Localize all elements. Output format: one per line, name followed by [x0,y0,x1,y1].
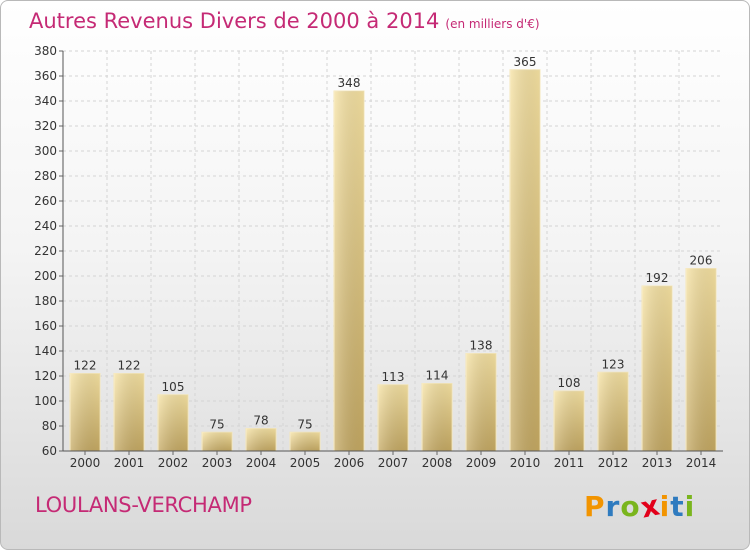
proxiti-logo[interactable]: Proxiti [584,488,696,524]
x-tick-label: 2005 [290,456,321,470]
bar-2000[interactable] [69,373,101,452]
bar-2008[interactable] [421,383,453,452]
value-label: 75 [297,417,312,431]
value-label: 113 [382,370,405,384]
y-tick-label: 160 [34,319,57,333]
bar-2010[interactable] [509,69,541,452]
bar-2006[interactable] [333,90,365,452]
value-label: 365 [514,55,537,69]
bar-shade [466,353,496,451]
logo-letter: P [584,490,606,523]
chart-title: Autres Revenus Divers de 2000 à 2014 (en … [29,9,540,33]
bar-2004[interactable] [245,428,277,452]
x-tick-label: 2006 [334,456,365,470]
bar-shade [158,394,188,451]
value-label: 75 [209,417,224,431]
value-label: 122 [118,359,141,373]
bar-shade [334,91,364,451]
x-tick-label: 2003 [202,456,233,470]
x-tick-label: 2011 [554,456,585,470]
x-tick-label: 2009 [466,456,497,470]
y-tick-label: 100 [34,394,57,408]
logo-letter: r [605,490,621,523]
x-tick-label: 2002 [158,456,189,470]
bar-2003[interactable] [201,431,233,452]
chart-title-text: Autres Revenus Divers de 2000 à 2014 [29,9,440,33]
y-tick-label: 340 [34,94,57,108]
y-tick-label: 140 [34,344,57,358]
bar-shade [642,286,672,451]
label-layer: 122 2000 122 2001 105 2002 75 2003 78 2004 75 2005 3… [70,55,717,470]
bar-2009[interactable] [465,353,497,452]
y-tick-label: 360 [34,69,57,83]
y-tick-label: 380 [34,44,57,58]
y-tick-label: 220 [34,244,57,258]
bar-2012[interactable] [597,371,629,452]
bar-2002[interactable] [157,394,189,452]
bar-shade [686,268,716,451]
y-tick-label: 300 [34,144,57,158]
value-label: 192 [646,271,669,285]
value-label: 114 [426,369,449,383]
bar-shade [202,432,232,451]
bar-shade [422,383,452,451]
value-label: 122 [74,359,97,373]
y-tick-label: 80 [42,419,57,433]
logo-letter: o [620,490,641,523]
x-tick-label: 2012 [598,456,629,470]
logo-letter: i [684,490,696,523]
logo-letter: t [670,490,685,523]
value-label: 348 [338,76,361,90]
bar-shade [598,372,628,451]
bar-shade [246,428,276,451]
value-label: 105 [162,380,185,394]
x-tick-label: 2007 [378,456,409,470]
y-tick-label: 200 [34,269,57,283]
bar-layer [69,69,717,452]
bar-2013[interactable] [641,285,673,452]
x-tick-label: 2010 [510,456,541,470]
value-label: 108 [558,376,581,390]
bar-shade [510,69,540,451]
bar-2001[interactable] [113,373,145,452]
x-tick-label: 2000 [70,456,101,470]
y-tick-label: 280 [34,169,57,183]
bar-shade [554,391,584,451]
x-tick-label: 2004 [246,456,277,470]
value-label: 123 [602,357,625,371]
value-label: 206 [690,254,713,268]
bar-shade [378,384,408,451]
value-label: 78 [253,414,268,428]
location-name: LOULANS-VERCHAMP [35,493,252,517]
y-tick-label: 120 [34,369,57,383]
bar-shade [114,373,144,451]
y-tick-label: 240 [34,219,57,233]
bar-2011[interactable] [553,390,585,452]
y-tick-label: 260 [34,194,57,208]
bar-2014[interactable] [685,268,717,452]
bar-shade [70,373,100,451]
axis-layer: 60 80 100 120 140 160 180 200 220 240 260 280 300 320… [34,44,723,458]
y-tick-label: 180 [34,294,57,308]
bar-shade [290,432,320,451]
x-tick-label: 2014 [686,456,717,470]
y-tick-label: 320 [34,119,57,133]
y-tick-label: 60 [42,444,57,458]
x-tick-label: 2013 [642,456,673,470]
bar-2007[interactable] [377,384,409,452]
chart-unit: (en milliers d'€) [445,17,540,31]
value-label: 138 [470,339,493,353]
x-tick-label: 2008 [422,456,453,470]
bar-2005[interactable] [289,431,321,452]
x-tick-label: 2001 [114,456,145,470]
logo-letter: i [659,490,671,523]
